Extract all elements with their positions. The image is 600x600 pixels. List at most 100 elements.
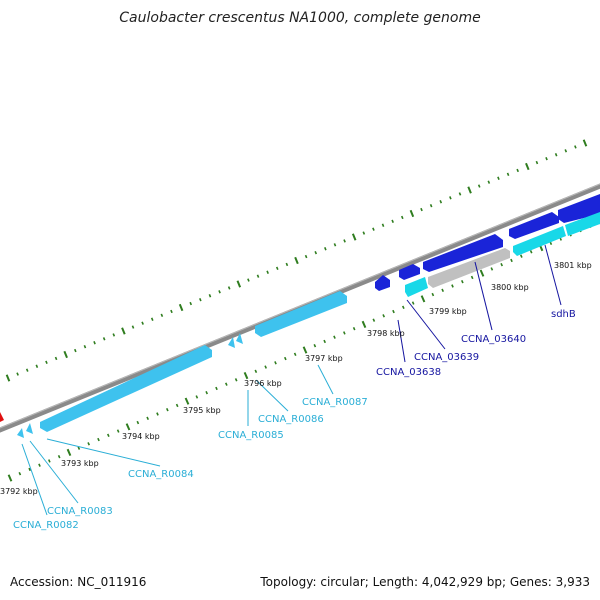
minor-tick <box>402 305 405 310</box>
minor-tick <box>382 314 385 318</box>
minor-tick <box>284 356 287 361</box>
minor-tick <box>362 231 366 235</box>
minor-tick <box>564 149 568 153</box>
minor-tick <box>136 420 140 425</box>
gene-label-ccna-r0083[interactable]: CCNA_R0083 <box>47 506 113 517</box>
rna-gene-ccna-r0084[interactable] <box>40 345 212 432</box>
minor-tick <box>234 378 238 382</box>
cds-ccna-03639-reverse[interactable] <box>405 277 428 297</box>
gene-label-sdhb[interactable]: sdhB <box>551 309 576 320</box>
kbp-label-3801: 3801 kbp <box>554 261 592 270</box>
kbp-label-3797: 3797 kbp <box>305 354 343 363</box>
minor-tick <box>323 339 326 344</box>
major-tick <box>361 320 367 329</box>
minor-tick <box>107 433 110 438</box>
rna-gene-ccna-r0087[interactable] <box>255 291 347 337</box>
gene-label-ccna-03639[interactable]: CCNA_03639 <box>414 352 479 363</box>
minor-tick <box>141 321 144 325</box>
gene-label-ccna-r0087[interactable]: CCNA_R0087 <box>302 397 368 408</box>
major-tick <box>302 346 308 354</box>
minor-tick <box>175 403 179 408</box>
cds-reverse-2[interactable] <box>565 212 600 236</box>
minor-tick <box>150 317 154 321</box>
major-tick <box>66 448 72 457</box>
rna-gene-ccna-r0085[interactable] <box>228 337 235 348</box>
minor-tick <box>391 219 394 224</box>
minor-tick <box>461 280 464 284</box>
major-tick <box>184 397 190 405</box>
major-tick <box>178 303 184 312</box>
minor-tick <box>293 352 297 356</box>
gene-label-ccna-r0084[interactable]: CCNA_R0084 <box>128 469 194 480</box>
minor-tick <box>477 184 481 188</box>
minor-tick <box>545 156 548 161</box>
kbp-label-3792: 3792 kbp <box>0 487 38 496</box>
gene-label-ccna-03640[interactable]: CCNA_03640 <box>461 334 526 345</box>
cds-ccna-03638[interactable] <box>375 275 390 291</box>
gene-label-ccna-r0085[interactable]: CCNA_R0085 <box>218 430 284 441</box>
minor-tick <box>506 172 510 177</box>
minor-tick <box>352 326 356 331</box>
cds-forward-1[interactable] <box>509 212 559 239</box>
minor-tick <box>256 274 260 278</box>
callout-ccna-r0084 <box>46 438 161 467</box>
minor-tick <box>264 365 267 369</box>
minor-tick <box>195 395 199 399</box>
rna-gene-ccna-r0082[interactable] <box>17 428 24 438</box>
major-tick <box>63 350 68 359</box>
minor-tick <box>146 416 149 420</box>
major-tick <box>479 269 485 277</box>
minor-tick <box>439 200 443 204</box>
cds-reverse-sdhb[interactable] <box>513 226 566 256</box>
major-tick <box>351 233 357 241</box>
major-tick <box>409 209 415 218</box>
minor-tick <box>333 335 336 339</box>
gene-label-ccna-r0086[interactable]: CCNA_R0086 <box>258 414 324 425</box>
accession-label: Accession: NC_011916 <box>10 575 147 589</box>
minor-tick <box>160 313 164 318</box>
minor-tick <box>510 258 513 263</box>
callout-ccna-03639 <box>406 299 446 350</box>
minor-tick <box>487 180 491 184</box>
minor-tick <box>112 333 116 337</box>
kbp-labels: 3792 kbp 3793 kbp 3794 kbp 3795 kbp 3796… <box>0 261 592 496</box>
minor-tick <box>497 176 500 180</box>
cds-ccna-03639[interactable] <box>399 264 420 280</box>
callout-ccna-r0086 <box>255 379 289 412</box>
genome-stats-label: Topology: circular; Length: 4,042,929 bp… <box>260 575 590 589</box>
minor-tick <box>102 337 106 341</box>
label-callouts <box>21 244 562 516</box>
minor-tick <box>535 160 539 165</box>
minor-tick <box>314 250 318 255</box>
major-tick <box>420 295 426 303</box>
gene-label-ccna-r0082[interactable]: CCNA_R0082 <box>13 520 79 531</box>
minor-tick <box>35 364 39 368</box>
gene-label-ccna-03638[interactable]: CCNA_03638 <box>376 367 441 378</box>
kbp-label-3793: 3793 kbp <box>61 459 99 468</box>
minor-tick <box>520 254 523 258</box>
minor-tick <box>170 309 173 314</box>
other-feature[interactable] <box>0 412 4 422</box>
pseudo-ccna-03640[interactable] <box>428 248 510 288</box>
minor-tick <box>381 223 385 227</box>
minor-tick <box>83 344 87 349</box>
minor-tick <box>77 446 81 450</box>
minor-tick <box>372 318 376 322</box>
minor-tick <box>274 361 277 365</box>
minor-tick <box>87 442 90 446</box>
minor-tick <box>285 262 289 267</box>
minor-tick <box>266 270 269 274</box>
minor-tick <box>166 408 169 412</box>
cds-ccna-03640-forward[interactable] <box>423 234 503 272</box>
minor-tick <box>324 247 327 251</box>
kbp-label-3794: 3794 kbp <box>122 432 160 441</box>
gene-labels: CCNA_R0082 CCNA_R0083 CCNA_R0084 CCNA_R0… <box>13 309 576 531</box>
cds-forward-2[interactable] <box>558 194 600 223</box>
major-tick <box>582 139 588 147</box>
minor-tick <box>429 203 433 208</box>
minor-tick <box>343 239 346 243</box>
minor-tick <box>97 437 100 442</box>
rna-gene-ccna-r0083[interactable] <box>26 423 33 434</box>
rna-gene-ccna-r0086[interactable] <box>236 333 243 344</box>
